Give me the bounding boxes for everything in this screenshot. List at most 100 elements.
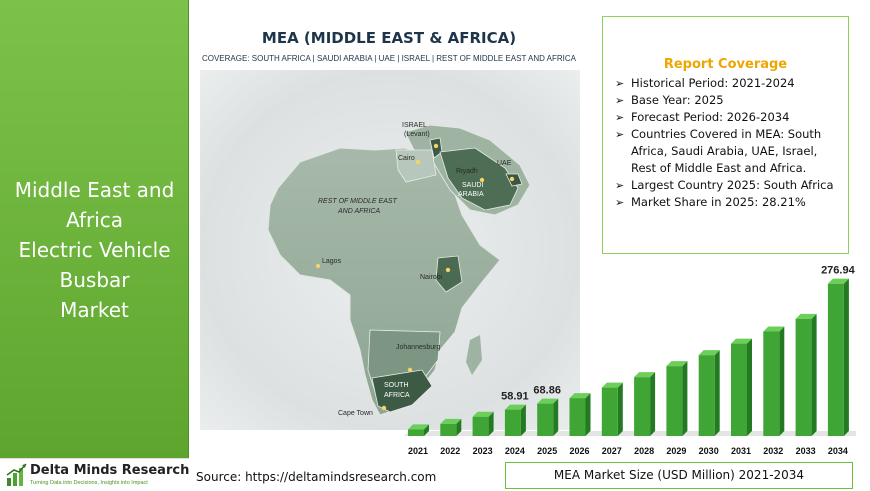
bar-top bbox=[827, 278, 849, 284]
x-tick-label: 2033 bbox=[796, 446, 816, 456]
coverage-item-text: Countries Covered in MEA: South Africa, … bbox=[631, 127, 822, 175]
bar-front bbox=[504, 409, 521, 436]
data-label: 58.91 bbox=[501, 391, 529, 403]
bar-side bbox=[456, 418, 462, 436]
report-title: Middle East and Africa Electric Vehicle … bbox=[0, 175, 189, 325]
lagos-marker bbox=[315, 263, 321, 269]
coverage-item-text: Market Share in 2025: 28.21% bbox=[631, 195, 806, 209]
x-tick-label: 2034 bbox=[828, 446, 848, 456]
coverage-item-text: Base Year: 2025 bbox=[631, 93, 724, 107]
x-tick-label: 2022 bbox=[440, 446, 460, 456]
bar bbox=[537, 398, 559, 436]
riyadh-marker bbox=[479, 177, 485, 183]
saudi-arabia-region bbox=[439, 147, 519, 211]
map-label-lagos: Lagos bbox=[322, 258, 342, 265]
bar-front bbox=[440, 423, 457, 436]
bar bbox=[731, 338, 752, 436]
report-coverage-box: Report Coverage ➢ Historical Period: 2021… bbox=[602, 16, 849, 254]
map-label-uae: UAE bbox=[497, 160, 512, 167]
coverage-item: ➢ Largest Country 2025: South Africa bbox=[613, 177, 845, 194]
x-tick-label: 2023 bbox=[473, 446, 493, 456]
x-tick-label: 2030 bbox=[699, 446, 719, 456]
bar-top bbox=[795, 313, 817, 319]
bar-side bbox=[682, 361, 688, 436]
cape-town-marker bbox=[381, 405, 387, 411]
map-label-saudi: SAUDI bbox=[462, 182, 484, 189]
bar-side bbox=[585, 393, 591, 436]
coverage-item: ➢ Base Year: 2025 bbox=[613, 92, 845, 109]
bar bbox=[440, 418, 462, 436]
bar bbox=[634, 372, 656, 436]
bar bbox=[504, 404, 526, 436]
x-tick-label: 2031 bbox=[731, 446, 751, 456]
bar-side bbox=[553, 398, 559, 436]
kenya-region bbox=[435, 255, 463, 293]
bar bbox=[408, 424, 429, 436]
report-coverage-list: ➢ Historical Period: 2021-2024 ➢ Base Year… bbox=[613, 75, 845, 211]
bar bbox=[795, 313, 817, 436]
bar-front bbox=[601, 387, 618, 436]
bar-side bbox=[520, 404, 526, 436]
bar-top bbox=[601, 382, 623, 388]
bar-front bbox=[666, 366, 683, 436]
israel-marker bbox=[433, 143, 439, 149]
title-line: Middle East and bbox=[14, 178, 175, 202]
bar-side bbox=[714, 350, 720, 436]
bar-top bbox=[472, 411, 494, 417]
bar-front bbox=[698, 355, 715, 436]
coverage-item: ➢ Countries Covered in MEA: South Africa,… bbox=[613, 126, 845, 177]
x-tick-label: 2024 bbox=[505, 446, 525, 456]
x-tick-label: 2032 bbox=[763, 446, 783, 456]
data-label: 276.94 bbox=[821, 265, 856, 277]
bar bbox=[698, 350, 720, 436]
bar-top bbox=[634, 372, 656, 378]
x-tick-label: 2029 bbox=[666, 446, 686, 456]
bar-top bbox=[537, 398, 559, 404]
bar-front bbox=[472, 416, 489, 436]
map-label-cape-town: Cape Town bbox=[338, 410, 373, 417]
bar bbox=[763, 326, 785, 436]
map-label-south: SOUTH bbox=[384, 382, 409, 389]
bar-side bbox=[424, 424, 429, 436]
title-line: Market bbox=[60, 298, 129, 322]
map-label-africa: AFRICA bbox=[384, 392, 410, 399]
coverage-item: ➢ Historical Period: 2021-2024 bbox=[613, 75, 845, 92]
brand-tagline: Turning Data into Decisions, Insights in… bbox=[30, 480, 148, 486]
bar-top bbox=[763, 326, 785, 332]
chart-floor bbox=[404, 431, 856, 436]
bar-side bbox=[488, 411, 494, 436]
arrow-bullet-icon: ➢ bbox=[615, 128, 625, 141]
source-text: Source: https://deltamindsresearch.com bbox=[196, 470, 437, 484]
bar-side bbox=[779, 326, 785, 436]
report-coverage-title: Report Coverage bbox=[663, 57, 788, 72]
arrow-bullet-icon: ➢ bbox=[615, 111, 625, 124]
chart-title: MEA Market Size (USD Million) 2021-2034 bbox=[505, 462, 853, 489]
bar bbox=[569, 393, 591, 436]
uae-region bbox=[505, 173, 523, 187]
map-label-israel: ISRAEL bbox=[402, 122, 427, 129]
map-label-arabia: ARABIA bbox=[458, 191, 484, 198]
coverage-item: ➢ Market Share in 2025: 28.21% bbox=[613, 194, 845, 211]
egypt-region bbox=[395, 149, 437, 183]
x-tick-label: 2027 bbox=[602, 446, 622, 456]
bar-top bbox=[731, 338, 752, 344]
bar-front bbox=[795, 318, 812, 436]
map-label-cairo: Cairo bbox=[398, 155, 415, 162]
bar-side bbox=[617, 382, 623, 436]
bar-top bbox=[698, 350, 720, 356]
map-label-riyadh: Riyadh bbox=[456, 168, 478, 175]
bar-side bbox=[747, 338, 752, 436]
nairobi-marker bbox=[445, 267, 451, 273]
title-line: Africa bbox=[65, 208, 124, 232]
x-tick-label: 2026 bbox=[569, 446, 589, 456]
bar bbox=[601, 382, 623, 436]
brand-logo: Delta Minds Research Turning Data into D… bbox=[0, 458, 189, 491]
coverage-item-text: Historical Period: 2021-2024 bbox=[631, 76, 795, 90]
bar-front bbox=[763, 331, 780, 436]
cairo-marker bbox=[415, 159, 421, 165]
madagascar-shape bbox=[466, 335, 482, 375]
arrow-bullet-icon: ➢ bbox=[615, 94, 625, 107]
bar bbox=[827, 278, 849, 436]
map-label-rest: REST OF MIDDLE EAST bbox=[318, 198, 397, 205]
map-coverage: COVERAGE: SOUTH AFRICA | SAUDI ARABIA | … bbox=[201, 54, 577, 63]
